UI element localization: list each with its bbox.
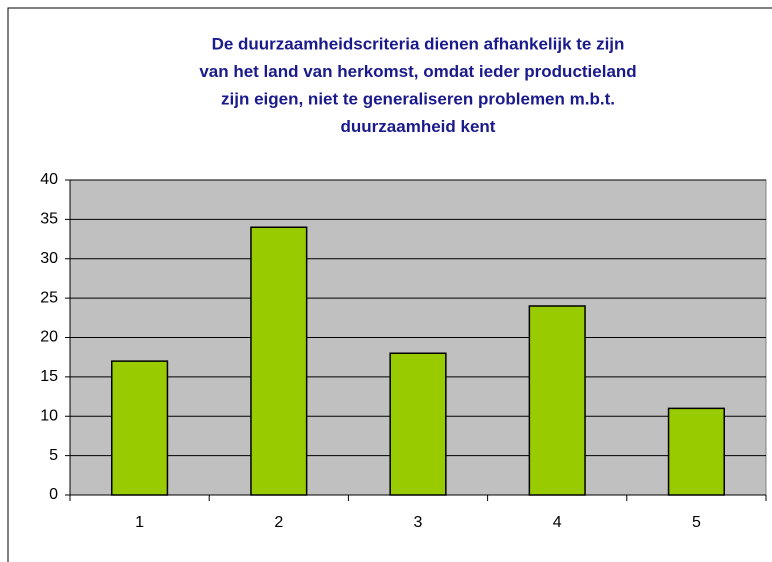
bar	[389, 352, 447, 496]
y-tick-label: 0	[49, 486, 58, 503]
x-tick-label: 5	[692, 514, 701, 531]
bar	[528, 305, 586, 496]
y-tick-label: 20	[40, 329, 58, 346]
y-tick-label: 30	[40, 250, 58, 267]
x-tick-label: 2	[274, 514, 283, 531]
y-tick-label: 10	[40, 407, 58, 424]
y-tick-label: 15	[40, 368, 58, 385]
chart-title: zijn eigen, niet te generaliseren proble…	[221, 89, 615, 108]
bar	[667, 407, 725, 496]
chart-title: duurzaamheid kent	[341, 117, 496, 136]
x-tick-label: 3	[414, 514, 423, 531]
x-tick-label: 1	[135, 514, 144, 531]
bar	[111, 360, 169, 496]
y-tick-label: 40	[40, 171, 58, 188]
y-tick-label: 5	[49, 447, 58, 464]
y-tick-label: 35	[40, 211, 58, 228]
chart-title: De duurzaamheidscriteria dienen afhankel…	[212, 34, 625, 53]
chart-title: van het land van herkomst, omdat ieder p…	[199, 62, 636, 81]
y-tick-label: 25	[40, 289, 58, 306]
x-tick-label: 4	[553, 514, 562, 531]
bar	[250, 226, 308, 496]
